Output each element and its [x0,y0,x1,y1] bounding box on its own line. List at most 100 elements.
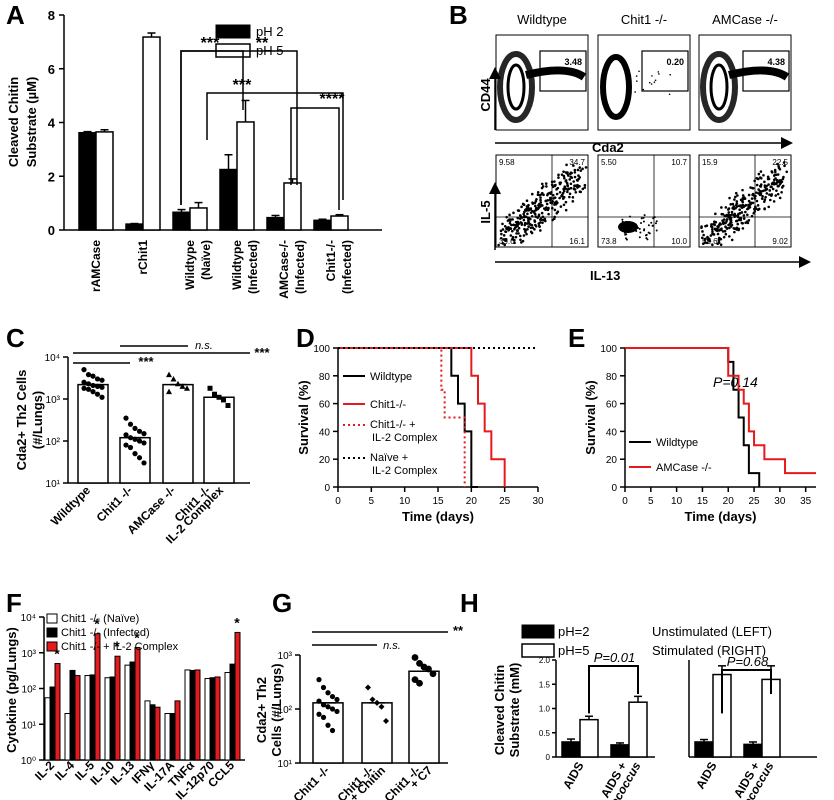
b-dot [709,234,713,237]
c-y-tick-label: 10¹ [46,479,61,490]
panel-label-e: E [568,323,585,353]
b-dot [549,192,553,195]
b-dot [738,208,741,212]
b-dot [736,194,739,197]
g-point [365,684,371,691]
b-dot [554,201,558,204]
b-dot [533,228,536,231]
b-dot [772,174,776,177]
b-dot [763,180,766,184]
b-quadrant-value: 9.58 [499,158,515,167]
c-y-tick-label: 10² [46,437,61,448]
b-dot [566,190,569,194]
b-dot [775,178,779,182]
b-dot [543,217,547,221]
d-x-tick-label: 30 [532,496,544,507]
b-dot [527,209,530,212]
d-legend-label: IL-2 Complex [372,465,438,477]
b-dot [523,229,527,232]
c-point [127,444,134,451]
b-dot [501,228,505,231]
g-significance: n.s. [383,640,401,652]
b-dot [710,225,714,229]
b-dot [755,183,759,187]
b-dot [762,200,766,203]
h-bracket [588,665,639,714]
b-dot [526,216,530,220]
b-gate [641,50,689,92]
b-dot [578,176,582,179]
c-point [166,371,172,378]
b-dot [747,219,751,222]
b-dot [726,208,730,211]
b-dot [507,228,510,232]
d-survival-line [338,347,506,487]
f-bar [124,664,131,761]
a-category-label: (Naïve) [199,240,213,280]
h-bar [579,718,599,758]
a-y-label: Cleaved Chitin [6,77,21,167]
a-y-tick-label: 4 [48,116,56,131]
b-dot [776,192,780,196]
b-density-contour [497,51,535,123]
a-legend-label: pH 2 [256,24,283,39]
c-point [179,383,186,389]
c-significance: *** [254,345,270,360]
c-y-tick-label: 10³ [46,395,61,406]
b-dot [734,191,738,195]
b-dot [546,198,550,202]
c-point [123,442,129,448]
d-legend-label: Chit1-/- + [370,419,416,431]
a-category-label: (Infected) [340,240,354,294]
a-bar [283,182,302,231]
c-point [212,391,217,397]
d-x-tick-label: 20 [466,496,478,507]
b-dot [568,195,571,199]
b-dot [621,218,624,221]
d-legend-label: Wildtype [370,371,412,383]
b-dot [711,230,714,233]
b-dot [577,174,580,177]
b-dot [575,178,579,182]
h-y-tick-label: 1.5 [539,680,551,689]
c-point [136,428,143,434]
f-bar [64,712,71,761]
e-y-tick-label: 40 [606,427,618,438]
b-dot [744,221,747,225]
f-y-tick-label: 10⁰ [21,756,36,767]
b-dot [547,206,550,210]
d-y-tick-label: 80 [319,372,331,383]
c-point [141,431,147,437]
b-dot [570,176,574,179]
c-point [99,377,105,383]
b-quadrant-value: 5.50 [601,158,617,167]
b-dot [563,177,566,180]
f-bar [69,669,76,761]
b-dot [741,194,745,197]
e-x-tick-label: 0 [622,496,628,507]
c-point [132,425,138,431]
a-bracket [180,50,244,205]
d-x-tick-label: 5 [369,496,375,507]
b-dot [514,220,518,224]
g-point [316,677,322,683]
b-dot [635,75,638,77]
b-dot [758,176,762,179]
c-point [94,391,101,397]
h-bracket [721,669,772,714]
b-dot [569,186,573,190]
b-dot [518,217,522,220]
c-point [90,389,96,395]
h-y-label-line2: Substrate (mM) [507,663,522,758]
b-dot [727,213,730,217]
b-dot [705,241,709,245]
b-dot [535,207,539,211]
b-dot [747,206,750,210]
b-dot [502,234,506,237]
b-dot [741,188,744,192]
b-quadrant-value: 52.6 [702,237,718,246]
b-dot [545,202,549,206]
b-dot [569,171,573,175]
c-point [207,385,213,391]
b-dot [516,229,519,233]
